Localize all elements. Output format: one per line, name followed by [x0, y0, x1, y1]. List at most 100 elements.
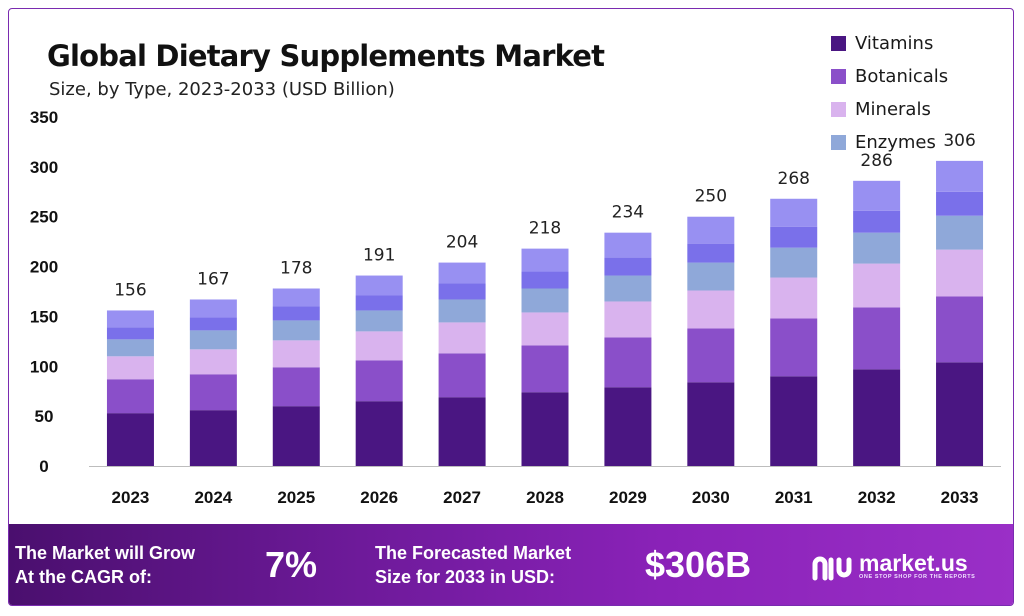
legend-item-vitamins: Vitamins: [831, 27, 948, 60]
bar-2030-segment-6: [687, 216, 735, 244]
bar-2032-segment-6: [853, 180, 901, 211]
bar-2028-vitamins: [521, 392, 569, 466]
bar-2033-vitamins: [936, 362, 984, 466]
bar-2023-enzymes: [106, 339, 154, 357]
total-label-2027: 204: [446, 233, 478, 253]
bar-2024-segment-6: [189, 299, 237, 318]
y-tick-label-350: 350: [30, 108, 58, 127]
bar-2023-vitamins: [106, 413, 154, 466]
bar-2026-botanicals: [355, 360, 403, 402]
bar-2030-vitamins: [687, 382, 735, 466]
total-label-2026: 191: [363, 246, 395, 266]
total-label-2029: 234: [612, 203, 644, 223]
x-tick-label-2024: 2024: [194, 488, 232, 507]
logo-tagline: ONE STOP SHOP FOR THE REPORTS: [859, 574, 976, 580]
bar-2032-botanicals: [853, 307, 901, 370]
legend-item-minerals: Minerals: [831, 93, 948, 126]
y-tick-label-300: 300: [30, 158, 58, 177]
bar-2024-enzymes: [189, 330, 237, 350]
bar-2029-minerals: [604, 301, 652, 338]
bar-2024-vitamins: [189, 410, 237, 466]
bar-2031-vitamins: [770, 376, 818, 466]
market-us-logo: market.us ONE STOP SHOP FOR THE REPORTS: [809, 550, 975, 582]
bar-2025-segment-6: [272, 288, 320, 307]
x-tick-label-2030: 2030: [692, 488, 730, 507]
forecast-label: The Forecasted Market Size for 2033 in U…: [375, 541, 571, 589]
bar-2030-enzymes: [687, 262, 735, 291]
bar-2031-botanicals: [770, 318, 818, 377]
bar-2023-botanicals: [106, 379, 154, 414]
bar-2033-minerals: [936, 249, 984, 297]
x-tick-label-2028: 2028: [526, 488, 564, 507]
chart-subtitle: Size, by Type, 2023-2033 (USD Billion): [49, 79, 395, 100]
bar-2029-enzymes: [604, 275, 652, 302]
bar-2033-segment-5: [936, 191, 984, 216]
bar-2025-botanicals: [272, 367, 320, 407]
bar-2025-enzymes: [272, 320, 320, 341]
y-tick-label-100: 100: [30, 357, 58, 376]
total-label-2023: 156: [114, 280, 146, 300]
bar-2027-segment-6: [438, 262, 486, 284]
bar-2026-segment-6: [355, 275, 403, 296]
bar-2030-segment-5: [687, 243, 735, 263]
bar-2031-minerals: [770, 277, 818, 319]
bar-2027-segment-5: [438, 283, 486, 300]
bar-2026-minerals: [355, 331, 403, 361]
forecast-label-line2: Size for 2033 in USD:: [375, 567, 556, 587]
total-label-2032: 286: [860, 151, 892, 171]
x-tick-label-2027: 2027: [443, 488, 481, 507]
bar-2027-vitamins: [438, 397, 486, 466]
x-tick-label-2031: 2031: [775, 488, 813, 507]
y-tick-label-200: 200: [30, 258, 58, 277]
legend-label-botanicals: Botanicals: [855, 66, 949, 87]
forecast-label-line1: The Forecasted Market: [375, 543, 572, 563]
total-label-2033: 306: [943, 131, 975, 151]
bar-2032-segment-5: [853, 210, 901, 233]
bar-2026-vitamins: [355, 401, 403, 466]
forecast-value: $306B: [645, 544, 752, 585]
bar-2028-botanicals: [521, 345, 569, 393]
legend-item-enzymes: Enzymes: [831, 126, 948, 159]
market-us-logo-icon: [812, 556, 852, 581]
bar-2023-segment-5: [106, 327, 154, 340]
chart-title: Global Dietary Supplements Market: [47, 39, 605, 73]
bar-2033-segment-6: [936, 160, 984, 192]
cagr-value: 7%: [265, 544, 318, 585]
total-label-2025: 178: [280, 259, 312, 279]
bar-2028-enzymes: [521, 288, 569, 313]
legend-swatch-botanicals: [831, 69, 846, 84]
bar-2028-segment-6: [521, 248, 569, 272]
logo-name: market.us: [859, 550, 968, 576]
y-tick-label-50: 50: [35, 407, 54, 426]
bar-2029-botanicals: [604, 337, 652, 388]
bar-2023-segment-6: [106, 310, 154, 328]
bar-2031-enzymes: [770, 247, 818, 278]
x-tick-label-2029: 2029: [609, 488, 647, 507]
x-tick-label-2023: 2023: [112, 488, 150, 507]
bar-2032-vitamins: [853, 369, 901, 466]
x-tick-label-2026: 2026: [360, 488, 398, 507]
bar-2029-vitamins: [604, 387, 652, 466]
legend-swatch-enzymes: [831, 135, 846, 150]
bar-2030-botanicals: [687, 328, 735, 383]
legend-label-enzymes: Enzymes: [855, 132, 936, 153]
x-tick-label-2032: 2032: [858, 488, 896, 507]
bar-2031-segment-6: [770, 198, 818, 227]
chart-frame: Global Dietary Supplements Market Size, …: [8, 8, 1014, 606]
y-tick-label-0: 0: [39, 457, 48, 476]
bar-2023-minerals: [106, 356, 154, 380]
total-label-2024: 167: [197, 269, 229, 289]
y-tick-label-250: 250: [30, 208, 58, 227]
x-tick-label-2033: 2033: [941, 488, 979, 507]
bar-2031-segment-5: [770, 226, 818, 248]
bar-2027-enzymes: [438, 299, 486, 323]
bar-2026-segment-5: [355, 295, 403, 311]
bar-2027-botanicals: [438, 353, 486, 398]
bar-2027-minerals: [438, 322, 486, 354]
legend: Vitamins Botanicals Minerals Enzymes: [831, 27, 948, 159]
legend-label-vitamins: Vitamins: [855, 33, 934, 54]
summary-banner: The Market will Grow At the CAGR of: 7% …: [9, 524, 1013, 605]
bar-2029-segment-5: [604, 257, 652, 276]
legend-swatch-vitamins: [831, 36, 846, 51]
bar-2032-minerals: [853, 263, 901, 308]
